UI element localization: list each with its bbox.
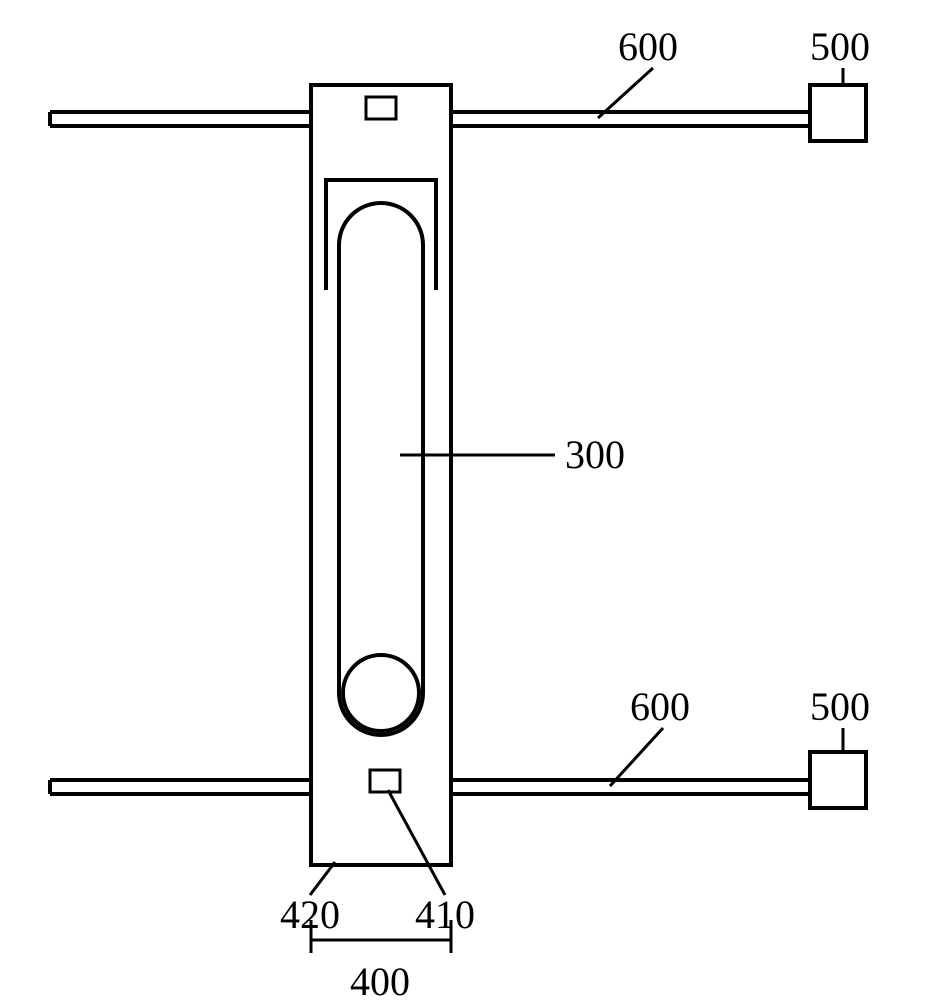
top-rail-left — [50, 112, 311, 126]
leader-l410 — [388, 790, 445, 895]
label-l600_top: 600 — [618, 24, 678, 69]
label-l410: 410 — [415, 892, 475, 937]
label-l400: 400 — [350, 959, 410, 1000]
top-rail-right — [451, 112, 810, 126]
lower-circle — [343, 655, 419, 731]
end-block-top — [810, 85, 866, 141]
top-connector — [366, 97, 396, 119]
inner-housing — [326, 180, 436, 290]
leader-l600_bottom — [610, 728, 663, 786]
label-l500_bottom: 500 — [810, 684, 870, 729]
label-l300: 300 — [565, 432, 625, 477]
end-block-bottom — [810, 752, 866, 808]
label-l500_top: 500 — [810, 24, 870, 69]
bottom-rail-left — [50, 780, 311, 794]
bottom-rail-right — [451, 780, 810, 794]
label-l600_bottom: 600 — [630, 684, 690, 729]
bottom-connector — [370, 770, 400, 792]
label-l420: 420 — [280, 892, 340, 937]
